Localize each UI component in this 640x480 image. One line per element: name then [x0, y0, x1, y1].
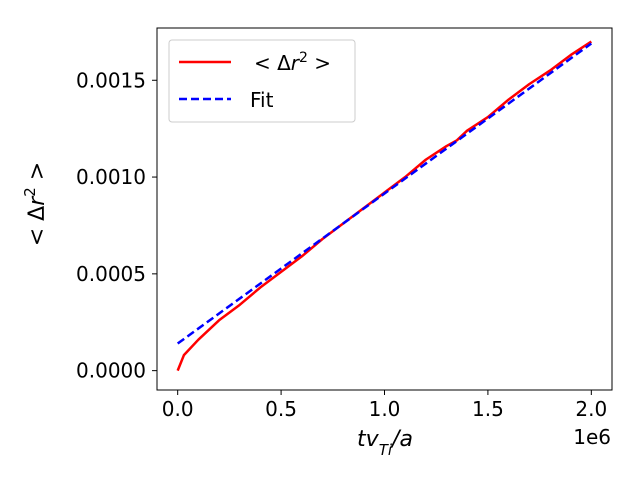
x-axis: 0.0 0.5 1.0 1.5 2.0 [162, 390, 607, 421]
x-tick-label: 2.0 [575, 397, 607, 421]
x-tick-label: 0.0 [162, 397, 194, 421]
series-line-2 [176, 42, 593, 345]
y-tick-label: 0.0010 [76, 165, 146, 189]
x-tick-label: 0.5 [265, 397, 297, 421]
y-tick-label: 0.0005 [76, 262, 146, 286]
y-axis-label: < Δr2 > [21, 162, 50, 247]
legend-label-fit: Fit [250, 88, 274, 112]
y-tick-label: 0.0015 [76, 68, 146, 92]
legend: < Δr2 > Fit [168, 39, 356, 123]
x-tick-label: 1.0 [369, 397, 401, 421]
x-tick-label: 1.5 [472, 397, 504, 421]
x-offset-text: 1e6 [573, 425, 611, 449]
x-axis-label: tvTi/a [357, 427, 413, 459]
y-tick-label: 0.0000 [76, 359, 146, 383]
legend-label-series-1: < Δr2 > [254, 50, 331, 75]
legend-frame [168, 39, 356, 123]
y-axis: 0.0000 0.0005 0.0010 0.0015 [76, 68, 157, 383]
